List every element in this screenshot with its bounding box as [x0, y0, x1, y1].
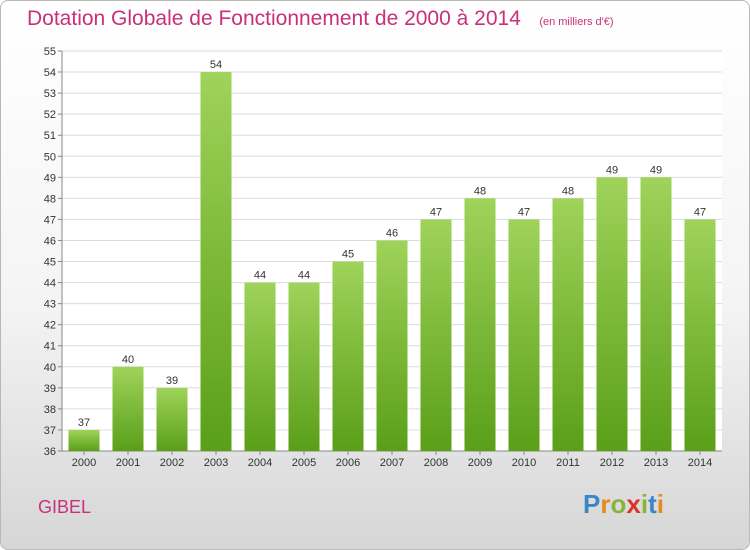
y-tick-label: 41: [44, 341, 56, 353]
chart-title: Dotation Globale de Fonctionnement de 20…: [27, 7, 521, 30]
y-tick-label: 46: [44, 235, 56, 247]
bar-2000: [68, 429, 100, 451]
x-tick-label: 2014: [688, 457, 712, 469]
y-tick-label: 36: [44, 446, 56, 458]
bar-2013: [640, 177, 672, 451]
x-tick-label: 2003: [204, 457, 228, 469]
data-label: 44: [254, 270, 266, 282]
data-label: 49: [606, 164, 618, 176]
data-label: 37: [78, 417, 90, 429]
y-tick-label: 42: [44, 320, 56, 332]
y-tick-label: 53: [44, 88, 56, 100]
data-label: 45: [342, 249, 354, 261]
data-label: 48: [562, 185, 574, 197]
data-label: 49: [650, 164, 662, 176]
commune-name: GIBEL: [38, 497, 92, 517]
y-tick-label: 40: [44, 362, 56, 374]
bar-2007: [376, 240, 408, 451]
x-tick-label: 2010: [512, 457, 536, 469]
title-row: Dotation Globale de Fonctionnement de 20…: [27, 7, 614, 31]
x-tick-label: 2013: [644, 457, 668, 469]
y-tick-label: 45: [44, 257, 56, 269]
y-tick-label: 37: [44, 425, 56, 437]
bar-2008: [420, 219, 452, 451]
data-label: 48: [474, 185, 486, 197]
x-tick-label: 2004: [248, 457, 272, 469]
y-tick-label: 39: [44, 383, 56, 395]
bar-2011: [552, 198, 584, 451]
x-tick-label: 2009: [468, 457, 492, 469]
bar-2005: [288, 282, 320, 451]
y-tick-label: 49: [44, 172, 56, 184]
data-label: 40: [122, 354, 134, 366]
y-tick-label: 44: [44, 278, 56, 290]
bar-2001: [112, 366, 144, 451]
bar-2002: [156, 387, 188, 451]
y-tick-label: 54: [44, 67, 56, 79]
y-tick-label: 50: [44, 151, 56, 163]
y-tick-label: 47: [44, 214, 56, 226]
x-tick-label: 2000: [72, 457, 96, 469]
x-tick-label: 2002: [160, 457, 184, 469]
y-tick-label: 38: [44, 404, 56, 416]
x-tick-label: 2001: [116, 457, 140, 469]
data-label: 39: [166, 375, 178, 387]
data-label: 44: [298, 270, 310, 282]
x-tick-label: 2011: [556, 457, 580, 469]
x-tick-label: 2012: [600, 457, 624, 469]
bar-2004: [244, 282, 276, 451]
bar-2010: [508, 219, 540, 451]
data-label: 46: [386, 227, 398, 239]
y-tick-label: 48: [44, 193, 56, 205]
bar-2009: [464, 198, 496, 451]
bar-2006: [332, 261, 364, 451]
proxiti-logo: Proxiti: [583, 489, 664, 519]
data-label: 54: [210, 59, 222, 71]
y-tick-label: 51: [44, 130, 56, 142]
y-tick-label: 43: [44, 299, 56, 311]
bar-2014: [684, 219, 716, 451]
x-tick-label: 2006: [336, 457, 360, 469]
bar-2003: [200, 72, 232, 451]
data-label: 47: [430, 206, 442, 218]
y-tick-label: 55: [44, 46, 56, 58]
x-tick-label: 2005: [292, 457, 316, 469]
data-label: 47: [694, 206, 706, 218]
bar-2012: [596, 177, 628, 451]
data-label: 47: [518, 206, 530, 218]
x-tick-label: 2007: [380, 457, 404, 469]
x-tick-label: 2008: [424, 457, 448, 469]
y-tick-label: 52: [44, 109, 56, 121]
chart-subtitle: (en milliers d'€): [539, 16, 614, 28]
